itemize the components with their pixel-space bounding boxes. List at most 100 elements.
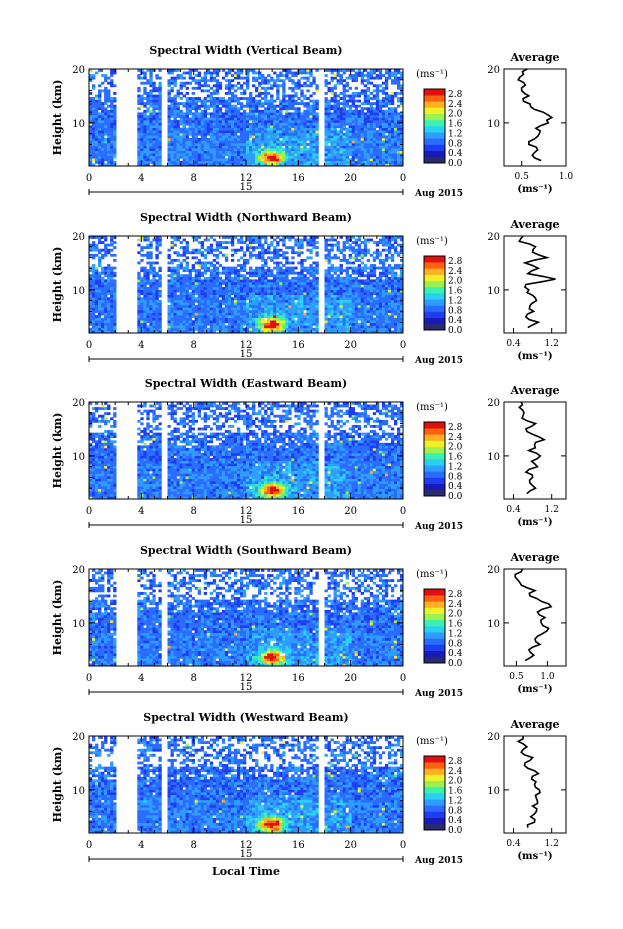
heatmap-cell <box>261 297 265 301</box>
x-tick-label: 20 <box>344 173 357 184</box>
heatmap-cell <box>300 163 304 167</box>
heatmap-cell <box>297 320 301 324</box>
colorbar-tick-label: 0.4 <box>448 149 463 159</box>
heatmap-cell <box>179 241 183 244</box>
heatmap-cell <box>176 107 180 111</box>
heatmap-cell <box>191 289 195 293</box>
heatmap-cell <box>167 91 171 95</box>
heatmap-cell <box>137 99 141 103</box>
heatmap-cell <box>197 307 202 311</box>
heatmap-cell <box>176 274 180 278</box>
heatmap-cell <box>300 89 304 93</box>
heatmap-cell <box>264 122 268 126</box>
heatmap-cell <box>369 140 374 144</box>
heatmap-cell <box>303 320 307 324</box>
heatmap-cell <box>303 120 307 123</box>
heatmap-cell <box>224 297 229 301</box>
heatmap-cell <box>285 274 289 278</box>
heatmap-cell <box>149 120 153 123</box>
heatmap-cell <box>233 109 238 113</box>
heatmap-cell <box>212 125 217 129</box>
heatmap-cell <box>261 158 265 162</box>
heatmap-cell <box>140 99 144 103</box>
heatmap-cell <box>258 140 262 144</box>
heatmap-cell <box>378 112 383 116</box>
heatmap-cell <box>221 122 226 126</box>
heatmap-cell <box>200 112 205 116</box>
heatmap-cell <box>200 330 205 334</box>
heatmap-cell <box>98 148 102 151</box>
heatmap-cell <box>309 307 313 311</box>
heatmap-cell <box>221 137 226 141</box>
heatmap-cell <box>255 320 259 324</box>
heatmap-cell <box>212 317 217 321</box>
heatmap-cell <box>312 148 316 151</box>
heatmap-cell <box>206 117 211 121</box>
heatmap-cell <box>393 127 398 131</box>
heatmap-cell <box>185 299 189 303</box>
heatmap-cell <box>209 94 214 98</box>
heatmap-cell <box>185 304 189 308</box>
heatmap-cell <box>261 266 265 270</box>
heatmap-cell <box>194 261 198 265</box>
heatmap-cell <box>264 114 268 118</box>
heatmap-cell <box>267 287 271 290</box>
heatmap-cell <box>149 302 153 306</box>
heatmap-cell <box>203 315 208 318</box>
heatmap-cell <box>236 143 241 146</box>
heatmap-cell <box>101 310 105 313</box>
heatmap-cell <box>246 312 250 316</box>
heatmap-cell <box>104 109 108 113</box>
heatmap-cell <box>381 99 386 103</box>
heatmap-cell <box>176 150 180 154</box>
heatmap-cell <box>173 122 177 126</box>
heatmap-cell <box>185 153 189 157</box>
heatmap-cell <box>98 256 102 260</box>
heatmap-cell <box>98 132 102 136</box>
heatmap-cell <box>137 107 141 111</box>
heatmap-cell <box>224 120 229 123</box>
heatmap-cell <box>273 125 277 129</box>
heatmap-cell <box>366 94 371 98</box>
heatmap-cell <box>185 310 189 313</box>
heatmap-cell <box>297 241 301 244</box>
heatmap-cell <box>366 99 371 103</box>
heatmap-cell <box>399 137 404 141</box>
heatmap-cell <box>197 99 202 103</box>
heatmap-cell <box>110 236 114 239</box>
heatmap-cell <box>306 297 310 301</box>
heatmap-cell <box>396 140 401 144</box>
heatmap-cell <box>273 145 277 149</box>
heatmap-cell <box>101 120 105 123</box>
heatmap-cell <box>104 294 108 298</box>
heatmap-cell <box>236 320 241 324</box>
heatmap-cell <box>366 79 371 83</box>
heatmap-cell <box>384 125 389 129</box>
heatmap-cell <box>390 145 395 149</box>
heatmap-cell <box>258 294 262 298</box>
heatmap-cell <box>291 284 295 288</box>
heatmap-cell <box>143 279 147 283</box>
heatmap-cell <box>89 69 93 72</box>
heatmap-cell <box>179 97 183 100</box>
heatmap-cell <box>89 297 93 301</box>
heatmap-cell <box>191 281 195 285</box>
heatmap-cell <box>327 140 331 144</box>
heatmap-cell <box>173 135 177 139</box>
heatmap-cell <box>366 143 371 146</box>
heatmap-cell <box>249 253 253 257</box>
heatmap-cell <box>294 143 298 146</box>
heatmap-cell <box>369 97 374 100</box>
heatmap-cell <box>140 266 144 270</box>
heatmap-cell <box>351 137 355 141</box>
heatmap-cell <box>276 302 280 306</box>
heatmap-cell <box>110 143 114 146</box>
heatmap-cell <box>209 91 214 95</box>
heatmap-cell <box>224 150 229 154</box>
heatmap-cell <box>158 76 162 80</box>
heatmap-cell <box>294 127 298 131</box>
heatmap-cell <box>101 253 105 257</box>
heatmap-cell <box>179 266 183 270</box>
heatmap-cell <box>309 158 313 162</box>
heatmap-cell <box>288 271 292 275</box>
